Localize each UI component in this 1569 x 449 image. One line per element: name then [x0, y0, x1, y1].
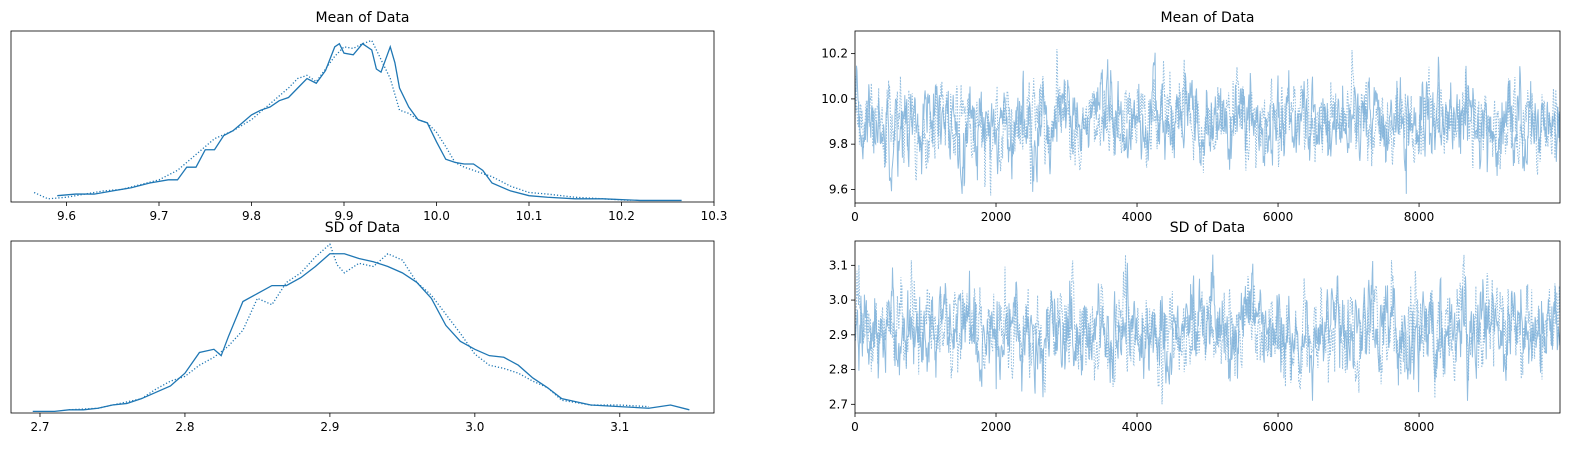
x-tick-label: 10.0 — [423, 209, 450, 223]
x-tick-label: 10.1 — [516, 209, 543, 223]
x-tick-label: 2000 — [981, 210, 1012, 224]
x-tick-label: 0 — [851, 210, 859, 224]
kde-line-solid — [32, 253, 690, 413]
trace-line-solid — [855, 254, 1560, 401]
x-tick-label: 9.8 — [242, 209, 261, 223]
kde-line-solid — [57, 42, 682, 202]
x-tick-label: 6000 — [1263, 210, 1294, 224]
y-tick-label: 10.2 — [821, 47, 848, 61]
x-tick-label: 6000 — [1263, 420, 1294, 434]
panel-title: Mean of Data — [1161, 10, 1255, 26]
plot-area — [32, 243, 690, 413]
plot-area — [855, 254, 1560, 405]
trace-line-solid — [855, 52, 1560, 194]
plot-area — [33, 39, 682, 202]
trace-line-dotted — [855, 254, 1560, 405]
y-tick-label: 9.8 — [829, 137, 848, 151]
panel-title: SD of Data — [1170, 220, 1246, 236]
x-tick-label: 3.0 — [465, 420, 484, 434]
x-tick-label: 4000 — [1122, 420, 1153, 434]
kde-line-dotted — [68, 243, 649, 411]
panel-trace-sd: 0 2000 4000 6000 8000 2.7 2.8 2.9 3.0 3.1 SD of Da… — [829, 220, 1561, 434]
x-tick-label: 10.3 — [701, 209, 728, 223]
panel-title: SD of Data — [325, 220, 401, 236]
axes-frame — [10, 30, 715, 203]
x-tick-label: 9.7 — [149, 209, 168, 223]
panel-kde-mean: 9.6 9.7 9.8 9.9 10.0 10.1 10.2 10.3 Mean of Data — [10, 10, 728, 223]
x-tick-label: 8000 — [1404, 420, 1435, 434]
axes-frame — [10, 240, 715, 414]
x-tick-label: 2.7 — [30, 420, 49, 434]
y-tick-label: 2.9 — [829, 328, 848, 342]
axes-frame — [854, 240, 1561, 414]
x-tick-label: 0 — [851, 420, 859, 434]
x-tick-label: 10.2 — [608, 209, 635, 223]
axes-frame — [854, 30, 1561, 204]
y-tick-label: 2.8 — [829, 363, 848, 377]
y-tick-label: 10.0 — [821, 92, 848, 106]
plot-area — [855, 49, 1560, 196]
x-tick-label: 3.1 — [610, 420, 629, 434]
y-tick-label: 2.7 — [829, 397, 848, 411]
y-tick-label: 3.1 — [829, 258, 848, 272]
y-tick-label: 9.6 — [829, 182, 848, 196]
x-tick-label: 2000 — [981, 420, 1012, 434]
panel-kde-sd: 2.7 2.8 2.9 3.0 3.1 SD of Data — [10, 220, 715, 434]
x-tick-label: 4000 — [1122, 210, 1153, 224]
panel-trace-mean: 0 2000 4000 6000 8000 9.6 9.8 10.0 10.2 Mean of D… — [821, 10, 1561, 224]
x-tick-label: 2.9 — [320, 420, 339, 434]
trace-line-dotted — [855, 49, 1560, 196]
x-tick-label: 2.8 — [175, 420, 194, 434]
x-tick-label: 9.6 — [57, 209, 76, 223]
panel-title: Mean of Data — [316, 10, 410, 26]
kde-line-dotted — [33, 39, 631, 202]
x-tick-label: 9.9 — [334, 209, 353, 223]
y-tick-label: 3.0 — [829, 293, 848, 307]
x-tick-label: 8000 — [1404, 210, 1435, 224]
